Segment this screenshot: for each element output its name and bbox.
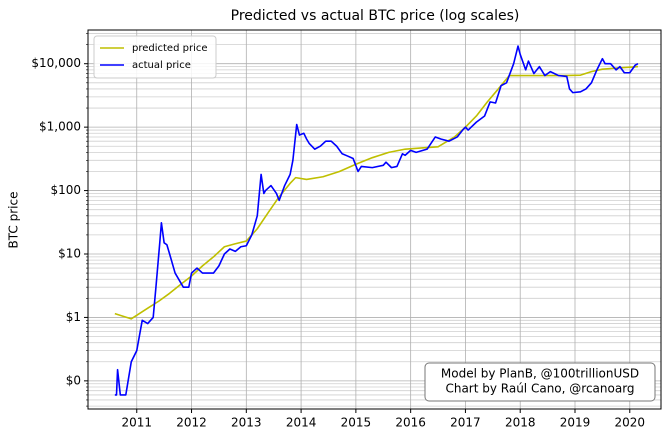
chart-title: Predicted vs actual BTC price (log scale… [231,8,520,24]
y-tick-label: $0 [66,373,81,387]
legend-box [93,35,217,79]
annotation-text: Chart by Raúl Cano, @rcanoarg [445,382,634,396]
series-line [114,65,639,320]
x-tick-label: 2014 [286,416,317,430]
x-tick-label: 2019 [560,416,591,430]
x-tick-label: 2018 [505,416,536,430]
plot-frame [87,29,662,410]
x-tick-label: 2017 [450,416,481,430]
annotation-box [424,362,656,402]
legend-label: predicted price [132,43,208,54]
x-tick-label: 2015 [341,416,372,430]
y-axis-label: BTC price [7,192,21,249]
y-tick-label: $1 [66,310,81,324]
x-tick-label: 2016 [395,416,426,430]
annotation-text: Model by PlanB, @100trillionUSD [441,367,639,381]
legend-label: actual price [132,60,191,71]
y-tick-label: $100 [50,183,81,197]
y-tick-label: $10,000 [31,56,81,70]
x-tick-label: 2013 [231,416,262,430]
series-line [114,45,639,396]
y-tick-label: $10 [58,246,81,260]
x-tick-label: 2020 [615,416,646,430]
x-tick-label: 2012 [176,416,207,430]
y-tick-label: $1,000 [39,120,81,134]
x-tick-label: 2011 [121,416,152,430]
